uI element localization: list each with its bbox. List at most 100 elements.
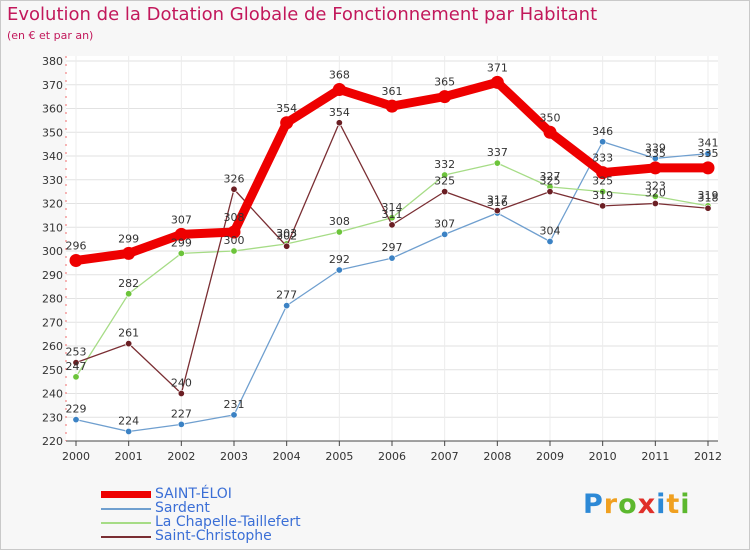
data-label: 296 <box>66 240 87 253</box>
x-tick-label: 2004 <box>273 450 301 463</box>
data-point <box>596 166 610 180</box>
data-point <box>493 207 501 215</box>
data-point <box>335 266 343 274</box>
data-label: 332 <box>434 158 455 171</box>
data-point <box>177 249 185 257</box>
data-label: 299 <box>118 232 139 245</box>
series-3 <box>72 119 712 397</box>
data-point <box>72 359 80 367</box>
logo-letter: r <box>603 489 619 520</box>
data-point <box>388 254 396 262</box>
data-label: 303 <box>276 227 297 240</box>
x-tick-label: 2012 <box>694 450 722 463</box>
data-label: 318 <box>698 191 719 204</box>
y-tick-label: 380 <box>42 55 63 68</box>
axes: 220 230 240 250 260 270 280 290 300 310 320 330 340 3… <box>42 55 722 463</box>
data-label: 253 <box>66 346 87 359</box>
legend-label: Sardent <box>155 500 210 516</box>
grid-lines <box>66 56 718 442</box>
data-label: 292 <box>329 253 350 266</box>
y-tick-label: 230 <box>42 411 63 424</box>
data-label: 307 <box>171 213 192 226</box>
data-label: 339 <box>645 141 666 154</box>
data-label: 320 <box>645 187 666 200</box>
data-label: 335 <box>698 147 719 160</box>
data-point <box>283 302 291 310</box>
data-point <box>385 99 399 113</box>
data-label: 323 <box>645 179 666 192</box>
y-tick-label: 310 <box>42 221 63 234</box>
data-point <box>599 138 607 146</box>
data-label: 277 <box>276 289 297 302</box>
data-label: 224 <box>118 415 139 428</box>
data-label: 346 <box>592 125 613 138</box>
data-point <box>546 188 554 196</box>
data-point <box>227 225 241 239</box>
data-point <box>599 202 607 210</box>
data-point <box>177 389 185 397</box>
data-label: 333 <box>592 152 613 165</box>
data-point <box>648 161 662 175</box>
y-tick-label: 320 <box>42 198 63 211</box>
x-tick-label: 2008 <box>483 450 511 463</box>
data-point <box>230 185 238 193</box>
y-tick-label: 250 <box>42 364 63 377</box>
data-point <box>441 188 449 196</box>
y-tick-label: 340 <box>42 150 63 163</box>
y-tick-label: 270 <box>42 316 63 329</box>
data-point <box>72 416 80 424</box>
data-label: 326 <box>224 172 245 185</box>
y-tick-label: 370 <box>42 79 63 92</box>
data-label: 325 <box>434 175 455 188</box>
data-label: 307 <box>434 217 455 230</box>
logo-letter: i <box>656 489 667 520</box>
x-tick-label: 2000 <box>62 450 90 463</box>
data-label: 300 <box>224 234 245 247</box>
data-point <box>335 119 343 127</box>
data-label: 341 <box>698 137 719 150</box>
data-label: 361 <box>382 85 403 98</box>
legend-swatch <box>101 536 151 538</box>
data-label: 319 <box>592 189 613 202</box>
data-point <box>493 159 501 167</box>
data-label: 297 <box>382 241 403 254</box>
data-point <box>704 204 712 212</box>
x-tick-label: 2001 <box>115 450 143 463</box>
data-point <box>438 90 452 104</box>
x-tick-label: 2007 <box>431 450 459 463</box>
data-label: 227 <box>171 407 192 420</box>
data-label: 325 <box>592 175 613 188</box>
data-point <box>441 230 449 238</box>
data-point <box>125 340 133 348</box>
logo-letter: o <box>618 489 638 520</box>
data-point <box>69 254 83 267</box>
data-label: 327 <box>540 170 561 183</box>
data-point <box>283 242 291 250</box>
data-label: 337 <box>487 146 508 159</box>
legend-swatch <box>101 522 151 524</box>
data-label: 229 <box>66 403 87 416</box>
data-label: 314 <box>382 201 403 214</box>
logo-letter: i <box>680 489 691 520</box>
data-point <box>441 171 449 179</box>
data-label: 325 <box>540 175 561 188</box>
x-tick-label: 2009 <box>536 450 564 463</box>
data-label: 231 <box>224 398 245 411</box>
data-point <box>280 116 294 130</box>
data-point <box>546 238 554 246</box>
data-point <box>704 150 712 158</box>
y-tick-label: 330 <box>42 174 63 187</box>
data-label: 335 <box>645 147 666 160</box>
legend-label: La Chapelle-Taillefert <box>155 514 301 530</box>
data-label: 350 <box>540 111 561 124</box>
data-point <box>599 188 607 196</box>
data-label: 308 <box>224 211 245 224</box>
data-label: 282 <box>118 277 139 290</box>
data-point <box>125 290 133 298</box>
chart-title: Evolution de la Dotation Globale de Fonc… <box>7 4 598 25</box>
data-label: 365 <box>434 76 455 89</box>
data-label: 261 <box>118 327 139 340</box>
y-tick-label: 350 <box>42 126 63 139</box>
